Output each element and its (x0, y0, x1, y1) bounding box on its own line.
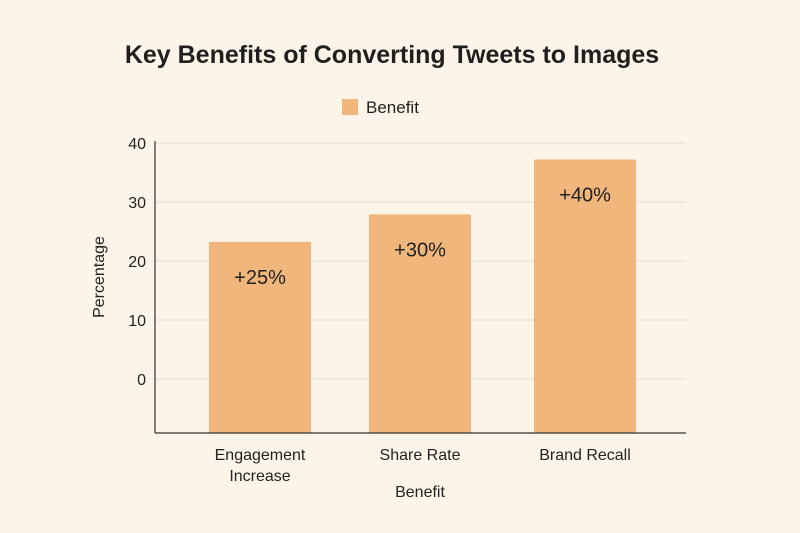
y-axis-title: Percentage (91, 236, 108, 318)
bar-value-label: +40% (559, 185, 611, 207)
bar-2 (534, 159, 636, 433)
y-tick-label: 40 (128, 136, 146, 153)
x-axis-title: Benefit (395, 484, 445, 501)
bar-value-label: +25% (234, 267, 286, 289)
x-axis-categories: Engagement Increase Share Rate Brand Recall (215, 447, 631, 485)
bar-1 (369, 214, 471, 433)
y-tick-label: 20 (128, 254, 146, 271)
bar-0 (209, 241, 311, 433)
chart-title: Key Benefits of Converting Tweets to Ima… (125, 41, 659, 69)
bars (209, 159, 636, 433)
y-axis-ticks: 0 10 20 30 40 (128, 136, 146, 389)
bar-value-label: +30% (394, 239, 446, 261)
x-tick-label: Share Rate (380, 447, 461, 464)
legend-swatch (342, 99, 358, 115)
x-tick-label: Engagement Increase (215, 447, 306, 485)
y-tick-label: 10 (128, 313, 146, 330)
x-tick-label: Brand Recall (539, 447, 631, 464)
y-tick-label: 30 (128, 195, 146, 212)
y-tick-label: 0 (137, 372, 146, 389)
legend-label: Benefit (366, 98, 419, 117)
legend: Benefit (342, 98, 419, 117)
data-labels: +25% +30% +40% (234, 185, 611, 289)
